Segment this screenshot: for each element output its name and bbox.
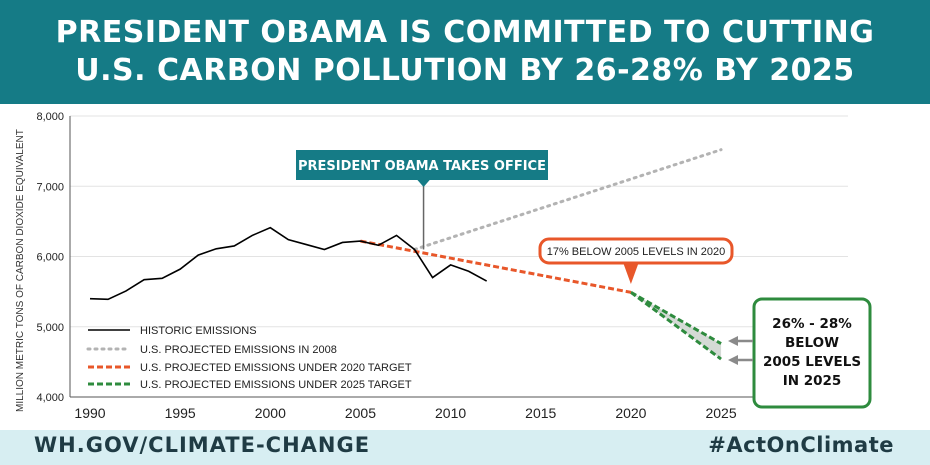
y-tick-label: 5,000 bbox=[36, 322, 64, 334]
target-2025-text-line-4: IN 2025 bbox=[783, 373, 842, 389]
x-tick-label: 2025 bbox=[705, 405, 736, 421]
target-2025-arrowhead-lower bbox=[728, 355, 738, 365]
obama-callout-text: PRESIDENT OBAMA TAKES OFFICE bbox=[298, 159, 546, 174]
y-tick-label: 6,000 bbox=[36, 252, 64, 264]
footer-hashtag[interactable]: #ActOnClimate bbox=[708, 433, 894, 457]
x-tick-label: 2015 bbox=[525, 405, 556, 421]
target-2025-text-line-2: BELOW bbox=[785, 335, 839, 351]
legend-label-historic: HISTORIC EMISSIONS bbox=[140, 325, 257, 337]
obama-callout-pointer bbox=[416, 179, 431, 187]
historic-emissions-line bbox=[89, 226, 488, 301]
x-tick-labels: 1990 1995 2000 2005 2010 2015 2020 2025 bbox=[74, 405, 736, 421]
y-tick-label: 4,000 bbox=[36, 392, 64, 404]
x-tick-label: 2000 bbox=[255, 405, 286, 421]
x-tick-label: 2010 bbox=[435, 405, 466, 421]
x-tick-label: 2020 bbox=[615, 405, 646, 421]
target-2025-upper-line bbox=[630, 291, 722, 345]
target-2025-text-line-1: 26% - 28% bbox=[772, 316, 852, 332]
y-tick-label: 7,000 bbox=[36, 181, 64, 193]
target-2020-callout-text: 17% BELOW 2005 LEVELS IN 2020 bbox=[547, 246, 726, 258]
target-2020-callout-pointer bbox=[622, 262, 639, 284]
target-2025-text-line-3: 2005 LEVELS bbox=[763, 354, 861, 370]
obama-callout-box bbox=[296, 150, 548, 180]
x-tick-label: 2005 bbox=[345, 405, 376, 421]
footer-bar: WH.GOV/CLIMATE-CHANGE #ActOnClimate bbox=[0, 430, 930, 465]
legend-label-target-2020: U.S. PROJECTED EMISSIONS UNDER 2020 TARG… bbox=[140, 362, 412, 374]
y-tick-label: 8,000 bbox=[36, 111, 64, 123]
target-2020-line bbox=[360, 239, 632, 294]
y-tick-labels: 4,000 5,000 6,000 7,000 8,000 bbox=[36, 111, 64, 404]
projected-2008-line bbox=[413, 148, 723, 251]
chart-legend: HISTORIC EMISSIONS U.S. PROJECTED EMISSI… bbox=[86, 325, 412, 391]
footer-url-link[interactable]: WH.GOV/CLIMATE-CHANGE bbox=[34, 433, 371, 457]
x-tick-label: 1995 bbox=[165, 405, 196, 421]
legend-label-projected-2008: U.S. PROJECTED EMISSIONS IN 2008 bbox=[140, 344, 337, 356]
legend-label-target-2025: U.S. PROJECTED EMISSIONS UNDER 2025 TARG… bbox=[140, 379, 412, 391]
x-tick-label: 1990 bbox=[74, 405, 105, 421]
target-2025-arrowhead-upper bbox=[728, 336, 738, 346]
emissions-chart: MILLION METRIC TONS OF CARBON DIOXIDE EQ… bbox=[15, 111, 872, 421]
target-2025-callout-box bbox=[752, 297, 872, 409]
y-axis-label: MILLION METRIC TONS OF CARBON DIOXIDE EQ… bbox=[15, 129, 26, 412]
target-2025-lower-line bbox=[630, 291, 722, 361]
header-banner: PRESIDENT OBAMA IS COMMITTED TO CUTTING … bbox=[0, 0, 930, 104]
headline-line-1: PRESIDENT OBAMA IS COMMITTED TO CUTTING bbox=[55, 15, 875, 50]
headline-line-2: U.S. CARBON POLLUTION BY 26-28% BY 2025 bbox=[75, 53, 855, 88]
